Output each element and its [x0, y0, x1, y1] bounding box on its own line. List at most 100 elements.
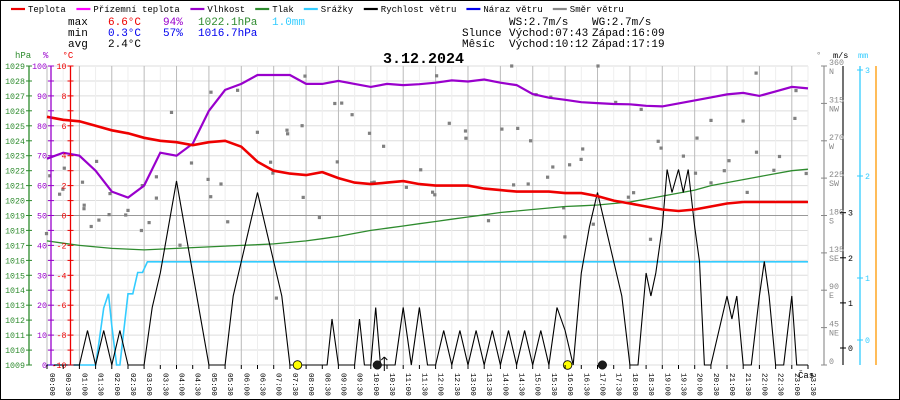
svg-text:02:00: 02:00 [112, 373, 120, 396]
svg-text:-4: -4 [57, 272, 67, 281]
svg-text:2: 2 [848, 255, 853, 264]
svg-text:18:00: 18:00 [630, 373, 638, 396]
svg-text:00:30: 00:30 [63, 373, 71, 396]
svg-text:3.12.2024: 3.12.2024 [383, 51, 464, 68]
svg-text:-8: -8 [57, 332, 67, 341]
svg-text:270: 270 [829, 134, 844, 143]
svg-text:N: N [829, 68, 834, 77]
svg-text:05:00: 05:00 [209, 373, 217, 396]
svg-text:Rychlost větru: Rychlost větru [381, 5, 457, 15]
svg-text:13:00: 13:00 [468, 373, 476, 396]
svg-text:10:00: 10:00 [371, 373, 379, 396]
svg-text:0: 0 [829, 358, 834, 367]
svg-text:08:30: 08:30 [322, 373, 330, 396]
svg-text:Náraz větru: Náraz větru [483, 5, 542, 15]
svg-text:-10: -10 [52, 362, 67, 371]
svg-text:0: 0 [848, 345, 853, 354]
svg-text:E: E [829, 292, 834, 301]
svg-text:13:30: 13:30 [484, 373, 492, 396]
svg-text:15:00: 15:00 [533, 373, 541, 396]
svg-text:2: 2 [865, 173, 870, 182]
svg-text:Teplota: Teplota [28, 5, 66, 15]
svg-text:16:00: 16:00 [565, 373, 573, 396]
svg-text:45: 45 [829, 321, 839, 330]
svg-text:315: 315 [829, 96, 844, 105]
svg-text:21:00: 21:00 [727, 373, 735, 396]
svg-text:hPa: hPa [15, 51, 32, 61]
svg-text:21:30: 21:30 [743, 373, 751, 396]
svg-text:70: 70 [37, 153, 47, 162]
svg-text:Přízemní teplota: Přízemní teplota [93, 5, 180, 15]
svg-text:06:30: 06:30 [258, 373, 266, 396]
svg-text:W: W [829, 143, 834, 152]
svg-text:22:00: 22:00 [759, 373, 767, 396]
svg-text:-2: -2 [57, 242, 67, 251]
svg-text:40: 40 [37, 242, 47, 251]
svg-text:1009: 1009 [5, 362, 25, 371]
svg-text:16:30: 16:30 [581, 373, 589, 396]
svg-text:22:30: 22:30 [776, 373, 784, 396]
svg-text:NW: NW [829, 105, 839, 114]
svg-text:mm: mm [858, 51, 868, 61]
svg-text:3: 3 [865, 67, 870, 76]
svg-text:90: 90 [829, 283, 839, 292]
svg-text:SE: SE [829, 255, 839, 264]
svg-text:11:00: 11:00 [403, 373, 411, 396]
svg-text:Směr větru: Směr větru [570, 5, 624, 15]
svg-text:10: 10 [37, 332, 47, 341]
svg-text:19:30: 19:30 [679, 373, 687, 396]
svg-text:Vlhkost: Vlhkost [207, 5, 245, 15]
svg-text:20: 20 [37, 302, 47, 311]
svg-text:1: 1 [865, 275, 870, 284]
svg-text:0: 0 [865, 337, 870, 346]
svg-text:19:00: 19:00 [662, 373, 670, 396]
svg-text:09:30: 09:30 [355, 373, 363, 396]
svg-text:1: 1 [848, 300, 853, 309]
svg-text:05:30: 05:30 [225, 373, 233, 396]
svg-text:360: 360 [829, 59, 844, 68]
svg-text:2: 2 [62, 183, 67, 192]
svg-text:135: 135 [829, 246, 844, 255]
svg-text:225: 225 [829, 171, 844, 180]
svg-text:04:00: 04:00 [177, 373, 185, 396]
svg-text:Tlak: Tlak [272, 5, 294, 15]
svg-text:80: 80 [37, 123, 47, 132]
svg-text:%: % [43, 51, 49, 61]
svg-text:3: 3 [848, 210, 853, 219]
svg-text:10: 10 [57, 63, 67, 72]
svg-text:00:00: 00:00 [47, 373, 55, 396]
svg-text:17:30: 17:30 [614, 373, 622, 396]
svg-text:07:30: 07:30 [290, 373, 298, 396]
svg-text:03:00: 03:00 [144, 373, 152, 396]
svg-text:04:30: 04:30 [193, 373, 201, 396]
svg-text:06:00: 06:00 [241, 373, 249, 396]
svg-text:03:30: 03:30 [160, 373, 168, 396]
svg-text:01:30: 01:30 [96, 373, 104, 396]
svg-text:60: 60 [37, 183, 47, 192]
svg-text:90: 90 [37, 93, 47, 102]
svg-text:11:30: 11:30 [419, 373, 427, 396]
svg-text:1010: 1010 [5, 347, 25, 356]
svg-text:NE: NE [829, 330, 839, 339]
svg-text:°: ° [816, 51, 821, 61]
svg-text:100: 100 [32, 63, 47, 72]
svg-text:14:00: 14:00 [500, 373, 508, 396]
svg-text:0: 0 [62, 213, 67, 222]
svg-text:17:00: 17:00 [598, 373, 606, 396]
svg-text:30: 30 [37, 272, 47, 281]
svg-text:10:30: 10:30 [387, 373, 395, 396]
svg-text:6: 6 [62, 123, 67, 132]
svg-text:-6: -6 [57, 302, 67, 311]
svg-text:SW: SW [829, 180, 839, 189]
svg-text:08:00: 08:00 [306, 373, 314, 396]
svg-text:Srážky: Srážky [321, 5, 354, 15]
svg-text:4: 4 [62, 153, 67, 162]
svg-text:Čas: Čas [798, 370, 814, 381]
svg-text:15:30: 15:30 [549, 373, 557, 396]
svg-text:02:30: 02:30 [128, 373, 136, 396]
svg-text:07:00: 07:00 [274, 373, 282, 396]
svg-text:18:30: 18:30 [646, 373, 654, 396]
svg-text:°C: °C [63, 51, 74, 61]
svg-text:0: 0 [42, 362, 47, 371]
svg-text:1011: 1011 [5, 332, 25, 341]
